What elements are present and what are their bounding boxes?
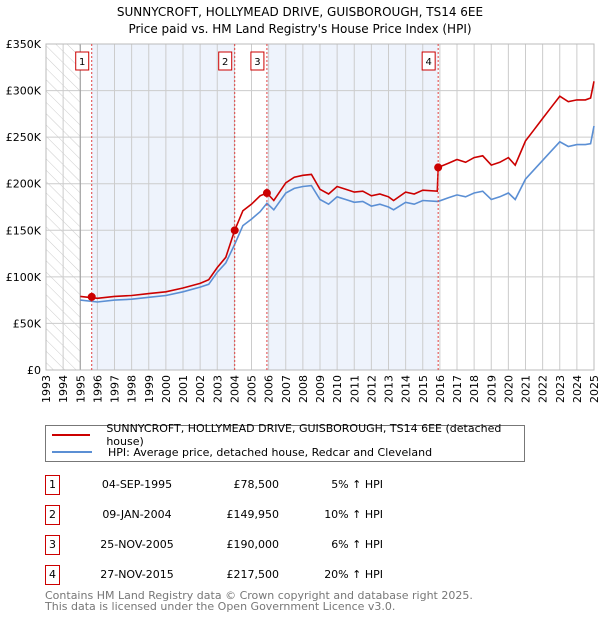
legend-item-hpi: HPI: Average price, detached house, Redc… [46,444,432,460]
sale-date: 04-SEP-1995 [101,478,173,491]
x-tick-label: 2008 [297,375,310,403]
footer: Contains HM Land Registry data © Crown c… [45,590,473,612]
x-tick-label: 2022 [537,375,550,403]
sale-number: 1 [45,475,60,495]
x-tick-label: 2014 [400,375,413,403]
x-tick-label: 2011 [348,375,361,403]
sale-hpi-diff: 5% ↑ HPI [331,478,383,491]
x-tick-label: 2009 [314,375,327,403]
y-tick-label: £250K [6,131,42,144]
sale-price: £217,500 [226,568,280,581]
chart-title: SUNNYCROFT, HOLLYMEAD DRIVE, GUISBOROUGH… [117,5,483,19]
x-tick-label: 1995 [74,375,87,403]
x-tick-label: 1996 [91,375,104,403]
x-tick-label: 2025 [588,375,600,403]
y-tick-label: £50K [13,317,42,330]
sale-number: 2 [45,505,60,525]
x-tick-label: 2012 [365,375,378,403]
x-tick-label: 2016 [434,375,447,403]
sale-label: 3 [254,57,260,68]
y-tick-label: £350K [6,38,42,51]
price-chart: SUNNYCROFT, HOLLYMEAD DRIVE, GUISBOROUGH… [6,5,600,403]
legend-label: SUNNYCROFT, HOLLYMEAD DRIVE, GUISBOROUGH… [106,422,502,448]
footer-copyright: Contains HM Land Registry data © Crown c… [45,589,473,602]
legend-item-property: SUNNYCROFT, HOLLYMEAD DRIVE, GUISBOROUGH… [46,422,524,448]
sale-point [434,163,443,172]
sale-date: 25-NOV-2005 [100,538,174,551]
x-tick-label: 2021 [520,375,533,403]
sale-label: 4 [425,57,431,68]
legend-swatch-red [52,434,91,436]
sale-hpi-diff: 6% ↑ HPI [331,538,383,551]
y-tick-label: £200K [6,178,42,191]
sale-label-box [218,51,233,71]
sale-point [87,292,96,301]
sale-point [230,226,239,235]
x-tick-label: 1994 [57,375,70,403]
footer-licence: This data is licensed under the Open Gov… [45,600,396,613]
ownership-band [266,44,439,370]
ownership-band [91,44,235,370]
x-tick-label: 2006 [263,375,276,403]
sale-label-box [75,51,90,71]
hpi-line [80,125,595,303]
sale-price: £78,500 [233,478,280,491]
x-tick-label: 2018 [468,375,481,403]
legend-label: HPI: Average price, detached house, Redc… [108,445,433,459]
plot-frame [45,43,595,371]
sale-label-box [250,51,265,71]
sale-hpi-diff: 10% ↑ HPI [324,508,383,521]
sale-hpi-diff: 20% ↑ HPI [324,568,383,581]
x-tick-label: 1999 [143,375,156,403]
sale-point [262,189,271,198]
y-tick-label: £150K [6,224,42,237]
legend: SUNNYCROFT, HOLLYMEAD DRIVE, GUISBOROUGH… [45,422,525,462]
legend-swatch-blue [52,451,92,453]
x-tick-label: 2002 [194,375,207,403]
sale-number: 3 [45,535,60,555]
x-tick-label: 2007 [280,375,293,403]
x-tick-label: 2024 [571,375,584,403]
sale-price: £149,950 [226,508,280,521]
x-tick-label: 2020 [502,375,515,403]
sale-date: 27-NOV-2015 [100,568,174,581]
x-tick-label: 1998 [126,375,139,403]
y-tick-label: £100K [6,271,42,284]
y-tick-label: £0 [27,364,41,377]
sale-number: 4 [45,565,60,585]
x-tick-label: 2001 [177,375,190,403]
x-tick-label: 2010 [331,375,344,403]
x-tick-label: 2003 [211,375,224,403]
x-tick-label: 2015 [417,375,430,403]
chart-subtitle: Price paid vs. HM Land Registry's House … [128,22,471,36]
sale-label: 1 [79,57,85,68]
property-price-line [80,81,595,300]
x-tick-label: 2004 [228,375,241,403]
x-tick-label: 2013 [383,375,396,403]
sale-label-box [421,51,436,71]
sale-date: 09-JAN-2004 [102,508,172,521]
x-tick-label: 2005 [246,375,259,403]
y-tick-label: £300K [6,85,42,98]
sale-label: 2 [222,57,228,68]
x-tick-label: 2023 [554,375,567,403]
x-tick-label: 2000 [160,375,173,403]
x-tick-label: 1993 [40,375,53,403]
x-tick-label: 2017 [451,375,464,403]
sale-price: £190,000 [226,538,280,551]
x-tick-label: 1997 [109,375,122,403]
x-tick-label: 2019 [485,375,498,403]
